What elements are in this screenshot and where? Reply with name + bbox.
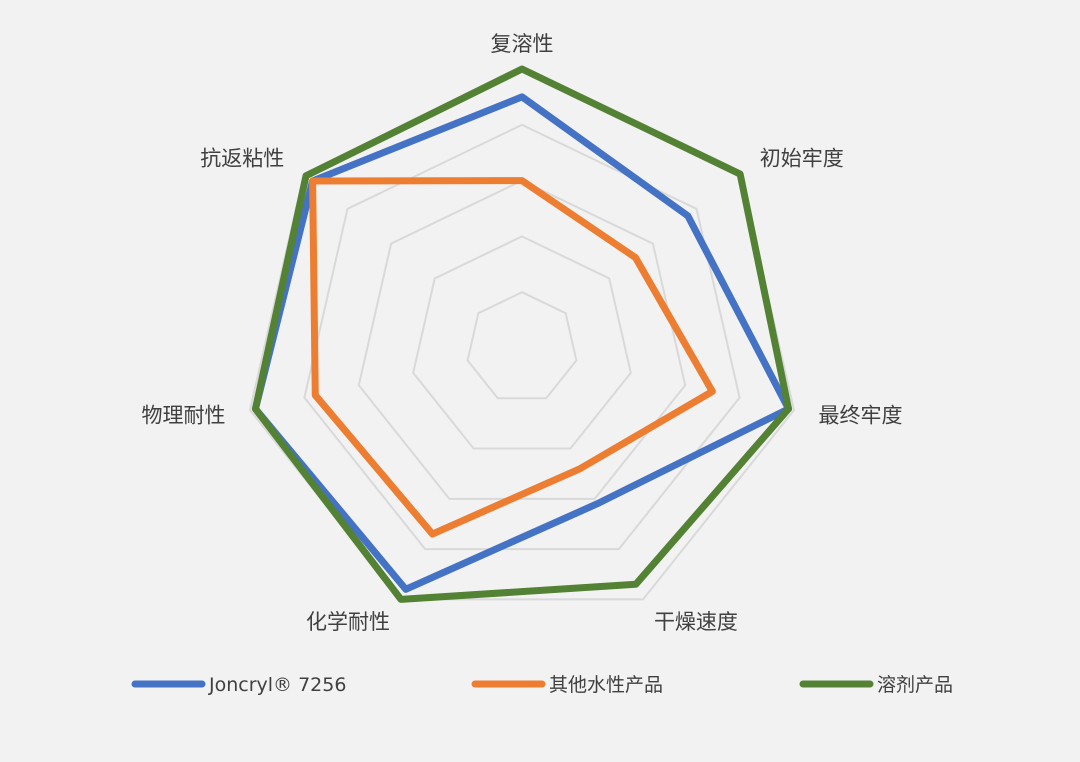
grid-ring bbox=[357, 179, 687, 500]
axis-label: 抗返粘性 bbox=[200, 146, 284, 170]
legend-label: 溶剂产品 bbox=[877, 674, 953, 696]
axis-label: 化学耐性 bbox=[306, 610, 390, 634]
radar-grid bbox=[248, 67, 796, 601]
grid-ring bbox=[248, 67, 796, 601]
grid-ring bbox=[466, 291, 578, 400]
axis-label: 干燥速度 bbox=[654, 610, 738, 634]
series-line-2 bbox=[309, 177, 716, 538]
axis-label: 复溶性 bbox=[491, 32, 554, 56]
axis-label: 最终牢度 bbox=[818, 404, 902, 428]
series-line-1 bbox=[251, 93, 793, 593]
radar-series bbox=[251, 65, 793, 603]
axis-label: 物理耐性 bbox=[142, 404, 226, 428]
legend: Joncryl® 7256 其他水性产品 溶剂产品 bbox=[131, 674, 953, 696]
series-line-3 bbox=[251, 65, 793, 603]
grid-ring bbox=[412, 235, 632, 450]
legend-label: 其他水性产品 bbox=[549, 674, 663, 696]
axis-label: 初始牢度 bbox=[760, 146, 844, 170]
legend-label: Joncryl® 7256 bbox=[208, 674, 346, 696]
